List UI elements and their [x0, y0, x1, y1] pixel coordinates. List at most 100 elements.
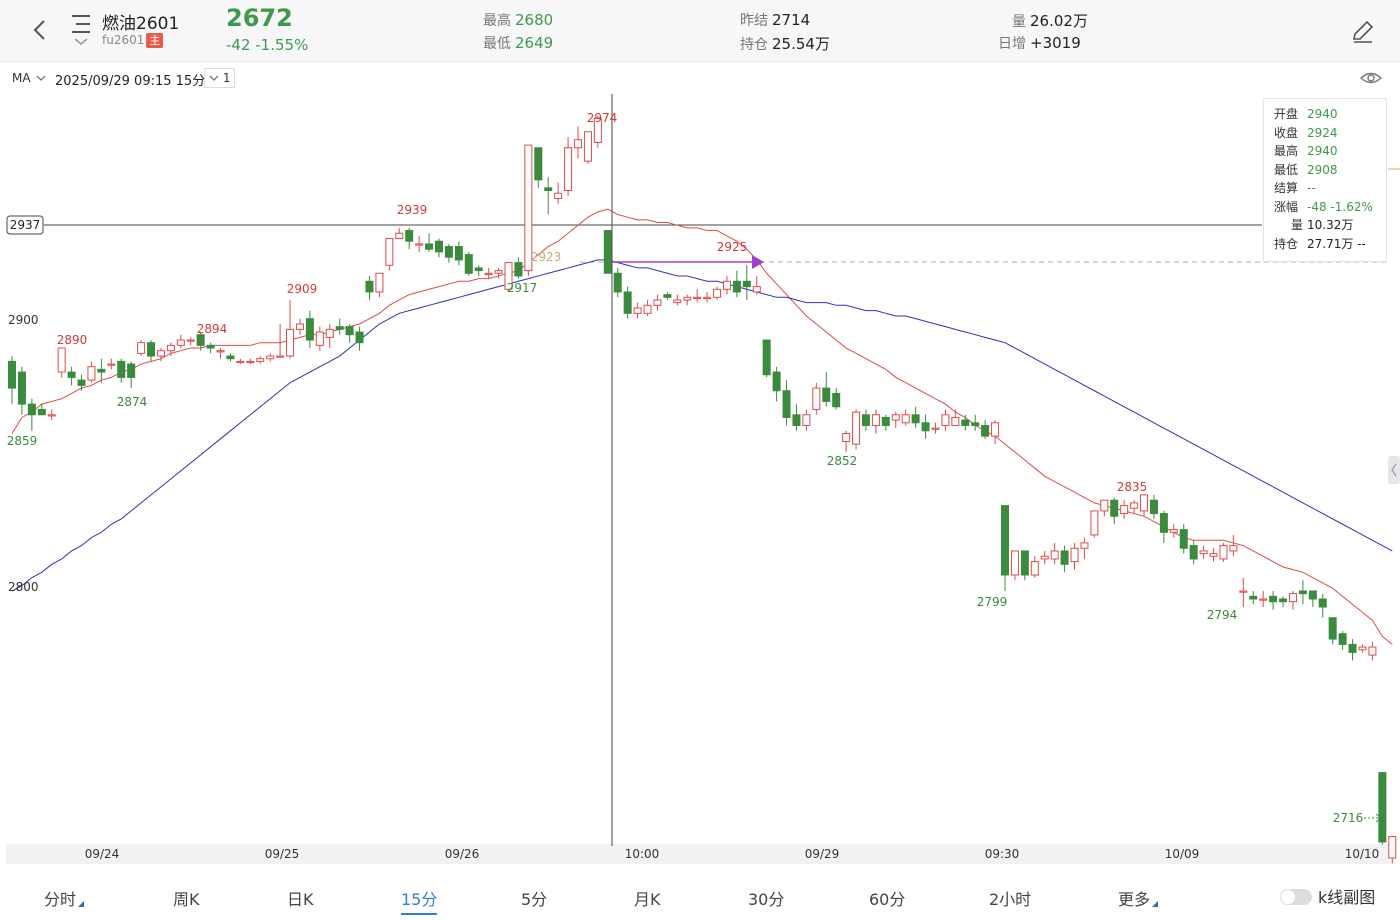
candle-body [1149, 499, 1158, 515]
candle-body [494, 270, 503, 274]
candle-body [1239, 590, 1248, 593]
candle-body [1368, 646, 1377, 656]
toggle-switch[interactable] [1280, 889, 1312, 905]
chart-toolbar: MA 2025/09/29 09:15 15分 1 [0, 62, 1400, 94]
candle-info-box: 开盘 2940 收盘 2924 最高 2940 最低 2908 结算 -- 涨幅 -48 -… [1263, 98, 1387, 262]
price-label: 2939 [397, 203, 428, 217]
y-tick-label: 2800 [8, 580, 39, 594]
info-change: 涨幅 -48 -1.62% [1274, 199, 1373, 214]
candle-body [852, 411, 861, 445]
tab-month-k[interactable]: 月K [634, 890, 661, 909]
tab-week-k[interactable]: 周K [173, 890, 200, 909]
tab-15min[interactable]: 15分 [401, 886, 438, 915]
candle-body [881, 416, 890, 426]
candle-body [603, 230, 612, 274]
candle-body [1169, 529, 1178, 533]
tab-60min[interactable]: 60分 [869, 890, 906, 909]
candle-body [37, 408, 46, 416]
eye-icon[interactable] [1360, 69, 1382, 87]
chevron-left-icon [1391, 463, 1397, 477]
candle-body [1358, 646, 1367, 651]
candle-body [1328, 617, 1337, 640]
price-label: 2852 [827, 454, 858, 468]
last-price: 2672 [226, 4, 293, 32]
candle-body [1140, 494, 1149, 512]
prev-settle-stat: 昨结 2714 [740, 11, 811, 29]
candle-body [722, 280, 731, 290]
candle-body [1298, 590, 1307, 595]
candle-body [1199, 550, 1208, 555]
tab-fenshi[interactable]: 分时 [44, 886, 85, 910]
contract-name[interactable]: 燃油2601 [102, 14, 180, 34]
period-count-selector[interactable]: 1 [204, 68, 236, 88]
contract-menu-icon[interactable] [70, 12, 92, 50]
candle-body [8, 360, 16, 389]
candle-body [643, 304, 652, 314]
candle-body [176, 339, 185, 346]
candle-body [57, 347, 66, 373]
candle-body [246, 360, 255, 364]
candle-body [593, 117, 602, 143]
candle-body [514, 262, 523, 277]
candle-body [1120, 505, 1129, 515]
candle-body [762, 339, 771, 376]
candle-body [653, 299, 662, 306]
candle-body [911, 414, 920, 424]
candle-body [1279, 598, 1288, 603]
candle-body [1378, 772, 1387, 843]
candle-body [1348, 643, 1357, 653]
candle-body [941, 414, 950, 426]
crosshair-price-tag [6, 215, 44, 235]
candle-body [355, 331, 364, 344]
candle-body [583, 131, 592, 162]
candle-body [842, 432, 851, 442]
daily-increase-stat: 日增 +3019 [998, 34, 1081, 52]
candle-body [385, 238, 394, 266]
tab-more[interactable]: 更多 [1118, 886, 1159, 910]
candle-body [1010, 550, 1019, 576]
candle-body [1179, 529, 1188, 549]
corner-triangle-icon [78, 901, 85, 907]
edit-pencil-icon[interactable] [1350, 18, 1376, 44]
price-label: 2835 [1117, 480, 1148, 494]
candle-body [137, 342, 146, 354]
candle-body [464, 254, 473, 274]
price-label: 2859 [7, 434, 38, 448]
tab-30min[interactable]: 30分 [748, 890, 785, 909]
info-open-interest: 持仓 27.71万 -- [1274, 236, 1366, 251]
candle-body [1249, 595, 1258, 600]
kline-chart[interactable]: 2890 2874 2859 2894 2909 2939 2917 2923 2974 2925… [0, 94, 1400, 864]
x-axis-label: 10/10 [1345, 847, 1380, 861]
kline-svg[interactable]: 2890 2874 2859 2894 2909 2939 2917 2923 2974 2925… [0, 94, 1400, 864]
candle-body [216, 350, 225, 353]
candle-body [1209, 553, 1218, 557]
subchart-toggle[interactable]: k线副图 [1280, 884, 1375, 908]
high-stat: 最高 2680 [483, 11, 554, 29]
x-axis-label: 09/29 [805, 847, 840, 861]
candle-body [434, 240, 443, 253]
candle-body [484, 272, 493, 275]
candle-body [802, 414, 811, 426]
candle-body [1229, 545, 1238, 552]
volume-stat: 量 26.02万 [1012, 12, 1088, 30]
candle-body [812, 387, 821, 410]
indicator-selector[interactable]: MA [12, 71, 46, 85]
info-close: 收盘 2924 [1274, 125, 1338, 140]
tab-day-k[interactable]: 日K [287, 890, 314, 909]
candle-body [315, 331, 324, 346]
candle-body [871, 414, 880, 426]
candle-body [97, 368, 106, 373]
candle-body [1090, 510, 1099, 536]
candle-body [732, 280, 741, 293]
tab-5min[interactable]: 5分 [521, 890, 548, 909]
x-axis-label: 09/25 [265, 847, 300, 861]
tab-2hour[interactable]: 2小时 [989, 890, 1032, 909]
quote-header: 燃油2601 fu2601 主 2672 -42 -1.55% 最高 2680 最低… [0, 0, 1400, 62]
candle-body [186, 339, 195, 342]
candle-body [673, 299, 682, 304]
candle-body [782, 390, 791, 418]
candle-body [365, 280, 374, 293]
price-label: 2716 [1333, 811, 1364, 825]
y-tick-label: 2900 [8, 313, 39, 327]
back-arrow-icon[interactable] [26, 16, 54, 44]
